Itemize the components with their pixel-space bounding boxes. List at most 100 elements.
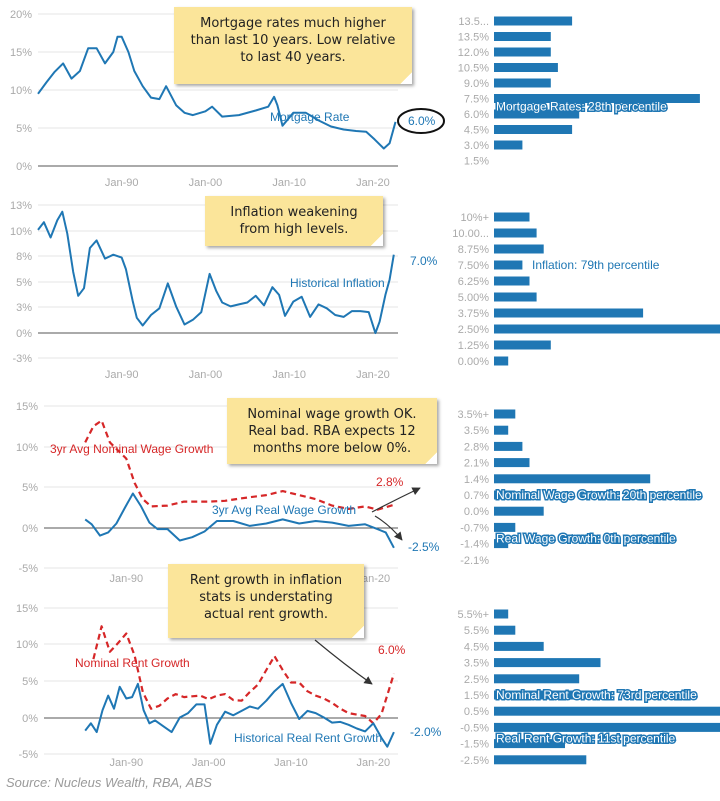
bar <box>494 506 544 516</box>
y-tick-label: 10% <box>16 442 38 454</box>
bar-category-label: 2.5% <box>464 674 489 686</box>
bar <box>494 78 551 88</box>
bar-category-label: 2.50% <box>458 324 489 336</box>
bar <box>494 340 551 350</box>
bar-category-label: -2.1% <box>460 555 489 567</box>
series-label-nominal-wage: 3yr Avg Nominal Wage Growth <box>50 442 213 456</box>
bar-category-label: 3.5% <box>464 425 489 437</box>
bar <box>494 125 573 134</box>
note-fold-icon <box>371 234 383 246</box>
bar <box>494 140 523 150</box>
bar <box>494 425 509 435</box>
bar <box>494 324 720 334</box>
bar-category-label: 4.5% <box>464 641 489 653</box>
x-tick-label: Jan-00 <box>189 177 223 189</box>
bar <box>494 94 700 103</box>
bar <box>494 109 580 119</box>
bar-category-label: 7.50% <box>458 260 489 272</box>
bar-category-label: 8.75% <box>458 244 489 256</box>
x-tick-label: Jan-10 <box>274 757 308 769</box>
bar-category-label: 2.1% <box>464 458 489 470</box>
series-label-real-wage: 3yr Avg Real Wage Growth <box>212 503 356 517</box>
series-label-mortgage-rate: Mortgage Rate <box>270 110 350 124</box>
note-inflation-text: Inflation weakening from high levels. <box>230 205 358 237</box>
series-label-nominal-rent: Nominal Rent Growth <box>75 656 190 670</box>
x-tick-label: Jan-20 <box>356 573 390 585</box>
y-tick-label: 15% <box>10 47 32 59</box>
arrow-icon <box>314 639 373 685</box>
bar-category-label: 3.5%+ <box>458 409 490 421</box>
bar-category-label: 0.5% <box>464 706 489 718</box>
bar <box>494 609 509 619</box>
bar-category-label: 1.25% <box>458 340 489 352</box>
series-label-historical-inflation: Historical Inflation <box>290 276 385 290</box>
bar-category-label: -0.7% <box>460 522 489 534</box>
percentile-annotation: Real Wage Growth: 0th percentile <box>496 532 676 546</box>
bar-category-label: -1.4% <box>460 539 489 551</box>
percentile-annotation: Real Rent Growth: 11st percentile <box>496 732 676 746</box>
bar-category-label: 12.0% <box>458 47 489 59</box>
source-caption: Source: Nucleus Wealth, RBA, ABS <box>6 775 212 790</box>
bar-category-label: 9.0% <box>464 78 489 90</box>
bar-category-label: 10.00... <box>452 228 489 240</box>
x-tick-label: Jan-00 <box>189 369 223 381</box>
note-mortgage-text: Mortgage rates much higher than last 10 … <box>190 16 396 65</box>
series-line-nominal-rent-growth <box>92 625 395 725</box>
highlight-circle <box>397 108 445 134</box>
bar <box>494 441 523 451</box>
y-tick-label: 15% <box>16 603 38 615</box>
percentile-annotation: Inflation: 79th percentile <box>532 258 660 272</box>
note-fold-icon <box>425 452 437 464</box>
bar <box>494 722 720 732</box>
value-label-real-rent: -2.0% <box>410 725 442 739</box>
bar <box>494 706 720 716</box>
bar-category-label: 10%+ <box>461 212 489 224</box>
y-tick-label: 5% <box>22 676 38 688</box>
y-tick-label: 5% <box>22 482 38 494</box>
y-tick-label: 10% <box>10 85 32 97</box>
note-fold-icon <box>400 72 412 84</box>
bar <box>494 32 551 41</box>
x-tick-label: Jan-90 <box>105 369 139 381</box>
value-label-real-wage: -2.5% <box>408 540 440 554</box>
note-fold-icon <box>352 626 364 638</box>
bar-category-label: 0.0% <box>464 506 489 518</box>
bar <box>494 47 551 57</box>
bar <box>494 458 530 468</box>
bar <box>494 641 544 651</box>
x-tick-label: Jan-20 <box>356 369 390 381</box>
bar-category-label: 6.25% <box>458 276 489 288</box>
bar <box>494 690 601 700</box>
arrow-icon <box>371 487 421 513</box>
bar-category-label: 0.7% <box>464 490 489 502</box>
bar <box>494 490 516 500</box>
y-tick-label: -5% <box>18 563 38 575</box>
bar <box>494 356 509 366</box>
bar-category-label: 0.00% <box>458 356 489 368</box>
value-label-inflation: 7.0% <box>410 254 438 268</box>
x-tick-label: Jan-10 <box>272 369 306 381</box>
x-tick-label: Jan-90 <box>105 177 139 189</box>
sticky-note-wages: Nominal wage growth OK. Real bad. RBA ex… <box>227 398 437 464</box>
bar-category-label: 10.5% <box>458 63 489 75</box>
bar-category-label: 5.5%+ <box>458 609 490 621</box>
x-tick-label: Jan-00 <box>192 757 226 769</box>
series-line-3yr-avg-real-wage-growth <box>84 492 395 549</box>
x-tick-label: Jan-20 <box>356 177 390 189</box>
y-tick-label: -5% <box>18 749 38 761</box>
bar <box>494 539 509 549</box>
arrow-icon <box>374 515 403 541</box>
value-label-nominal-wage: 2.8% <box>376 475 404 489</box>
value-label-mortgage: 6.0% <box>408 114 436 128</box>
bar-category-label: 13.5% <box>458 32 489 44</box>
y-tick-label: 5% <box>16 123 32 135</box>
bar-category-label: 3.0% <box>464 140 489 152</box>
y-tick-label: 0% <box>22 713 38 725</box>
percentile-annotation: Mortgage Rates: 28th percentile <box>496 99 667 113</box>
bar-category-label: 5.5% <box>464 625 489 637</box>
bar-category-label: 5.00% <box>458 292 489 304</box>
bar-category-label: -1.5% <box>460 739 489 751</box>
sticky-note-rent: Rent growth in inflation stats is unders… <box>168 564 364 638</box>
series-line-historical-real-rent-growth <box>84 682 395 748</box>
